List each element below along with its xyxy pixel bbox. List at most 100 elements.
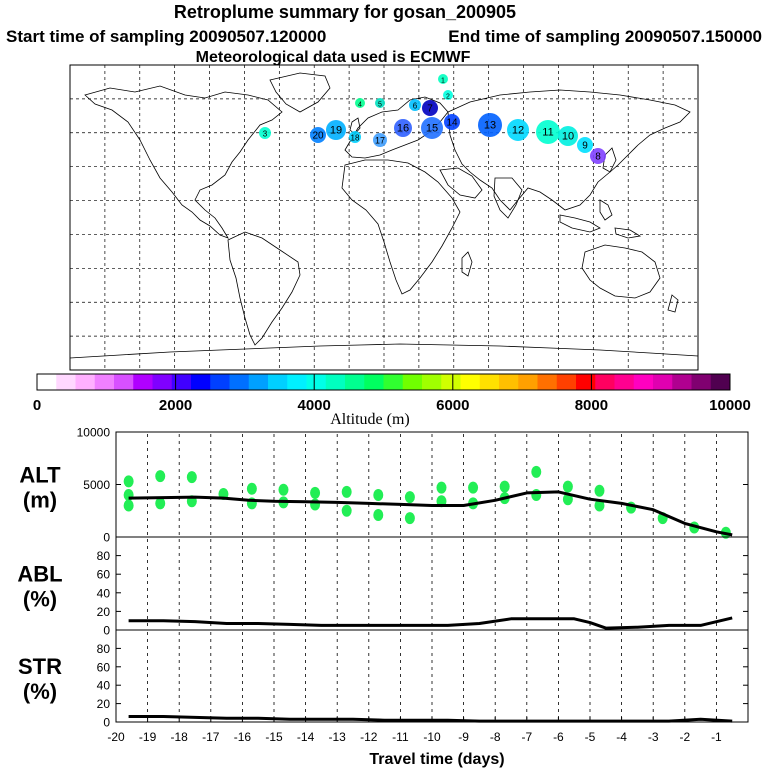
- x-tick-label: -8: [490, 730, 501, 744]
- y-tick-label: 0: [103, 624, 110, 638]
- colorbar-cell: [614, 374, 635, 390]
- plume-marker-label: 18: [351, 134, 360, 143]
- spread-point: [310, 498, 321, 511]
- map-gridlines: [70, 65, 698, 370]
- spread-point: [341, 485, 352, 498]
- y-tick-label: 10000: [77, 426, 111, 440]
- spread-point: [404, 491, 415, 504]
- x-tick-label: -4: [616, 730, 627, 744]
- colorbar-cell: [268, 374, 288, 390]
- panel-abl: 80 60 40 20 0 ABL(%): [17, 536, 749, 638]
- colorbar-cell: [499, 374, 519, 390]
- colorbar-cell: [653, 374, 673, 390]
- plume-marker: [444, 114, 460, 130]
- y-tick-label: 60: [97, 660, 111, 674]
- spread-point: [468, 481, 479, 494]
- colorbar-cell: [133, 374, 153, 390]
- x-tick-label: -9: [458, 730, 469, 744]
- colorbar-label: Altitude (m): [330, 411, 410, 428]
- colorbar-cell: [556, 374, 577, 390]
- colorbar-ticks: 0 2000 4000 6000 8000 10000: [33, 374, 751, 414]
- x-tick-label: -15: [265, 730, 283, 744]
- plume-marker-label: 5: [378, 102, 382, 109]
- y-tick-label: 0: [103, 531, 110, 545]
- spread-point: [404, 512, 415, 525]
- colorbar-cells: [36, 373, 731, 391]
- colorbar-cell: [422, 374, 442, 390]
- colorbar-cell: [518, 374, 538, 390]
- spread-point: [278, 483, 289, 496]
- panel-alt: 10000 5000 0 ALT(m): [19, 426, 749, 545]
- plume-marker: [577, 137, 593, 153]
- plume-marker-label: 3: [263, 130, 268, 139]
- colorbar-cell: [56, 374, 76, 390]
- y-tick-label: 40: [97, 586, 111, 600]
- spread-point: [186, 471, 197, 484]
- spread-point: [123, 475, 134, 488]
- x-tick-label: -6: [553, 730, 564, 744]
- panel-unit: (m): [23, 488, 57, 513]
- colorbar-cell: [210, 374, 230, 390]
- spread-point: [155, 497, 166, 510]
- colorbar-cell: [672, 374, 692, 390]
- plume-marker: [310, 127, 326, 143]
- colorbar-cell: [171, 374, 192, 390]
- y-tick-label: 20: [97, 697, 111, 711]
- median-line: [128, 490, 733, 537]
- spread-point: [594, 499, 605, 512]
- y-tick-label: 20: [97, 605, 111, 619]
- y-tick-label: 80: [97, 642, 111, 656]
- end-time-label: End time of sampling 20090507.150000: [448, 27, 762, 46]
- spread-point: [373, 508, 384, 521]
- spread-point: [531, 465, 542, 478]
- colorbar-cell: [402, 374, 423, 390]
- colorbar-tick-label: 6000: [436, 397, 469, 414]
- y-tick-label: 60: [97, 568, 111, 582]
- x-tick-label: -5: [585, 730, 596, 744]
- x-tick-label: -17: [202, 730, 220, 744]
- panel-label: STR: [18, 654, 62, 679]
- colorbar-cell: [152, 374, 173, 390]
- x-tick-label: -13: [329, 730, 347, 744]
- plume-marker-label: 2: [446, 94, 450, 101]
- colorbar-cell: [383, 374, 404, 390]
- spread-point: [155, 470, 166, 483]
- colorbar-cell: [441, 374, 461, 390]
- figure-title: Retroplume summary for gosan_200905: [174, 2, 516, 22]
- start-time-label: Start time of sampling 20090507.120000: [6, 27, 326, 46]
- colorbar-cell: [710, 374, 731, 390]
- plume-marker-label: 20: [312, 131, 324, 142]
- x-axis-label: Travel time (days): [369, 751, 504, 768]
- spread-point: [562, 480, 573, 493]
- plume-marker: [507, 119, 529, 141]
- colorbar-cell: [479, 374, 500, 390]
- plume-marker: [558, 126, 578, 146]
- y-tick-label: 80: [97, 549, 111, 563]
- plume-marker: [590, 148, 606, 164]
- plume-marker: [443, 90, 453, 100]
- x-tick-label: -18: [171, 730, 189, 744]
- y-tick-label: 0: [103, 716, 110, 730]
- plume-marker: [421, 117, 443, 139]
- spread-point: [310, 486, 321, 499]
- colorbar-tick-label: 10000: [709, 397, 751, 414]
- plume-marker: [422, 100, 438, 116]
- median-line: [128, 616, 733, 630]
- colorbar-cell: [94, 374, 115, 390]
- plume-marker: [349, 131, 361, 143]
- plume-marker-label: 9: [582, 141, 588, 152]
- x-tick-label: -20: [107, 730, 125, 744]
- x-tick-label: -11: [392, 730, 409, 744]
- colorbar-cell: [691, 374, 712, 390]
- plume-marker-label: 13: [484, 120, 496, 132]
- plume-marker-label: 17: [375, 136, 385, 146]
- time-series-panels: 1000050000ALT(m)806040200ABL(%)806040200…: [17, 426, 749, 744]
- panel-label: ABL: [17, 562, 62, 587]
- spread-point: [123, 499, 134, 512]
- spread-point: [531, 489, 542, 501]
- altitude-colorbar: 0 2000 4000 6000 8000 10000 Altitude (m): [33, 373, 751, 428]
